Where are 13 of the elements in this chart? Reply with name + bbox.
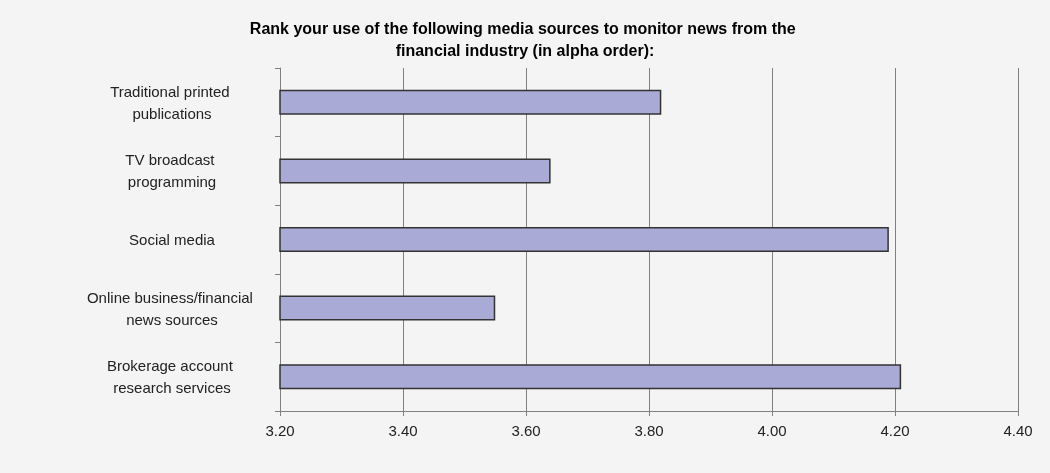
chart-title: Rank your use of the following media sources to monitor news from the financial industry (in alpha order): xyxy=(249,19,801,59)
x-tick-label: 3.20 xyxy=(265,422,295,439)
y-tick-label: TV broadcast programming xyxy=(125,151,219,191)
x-tick-label: 3.60 xyxy=(511,422,541,439)
y-tick-label: Social media xyxy=(129,231,216,248)
x-tick-label: 4.00 xyxy=(757,422,787,439)
x-tick-label: 3.80 xyxy=(634,422,664,439)
y-tick-label: Online business/financial news sources xyxy=(86,288,258,328)
x-tick-label: 4.40 xyxy=(1003,422,1033,439)
x-tick-label: 4.20 xyxy=(880,422,910,439)
x-tick-label: 3.40 xyxy=(388,422,418,439)
y-tick-label: Brokerage account research services xyxy=(106,357,238,397)
y-tick-label: Traditional printed publications xyxy=(110,82,234,122)
